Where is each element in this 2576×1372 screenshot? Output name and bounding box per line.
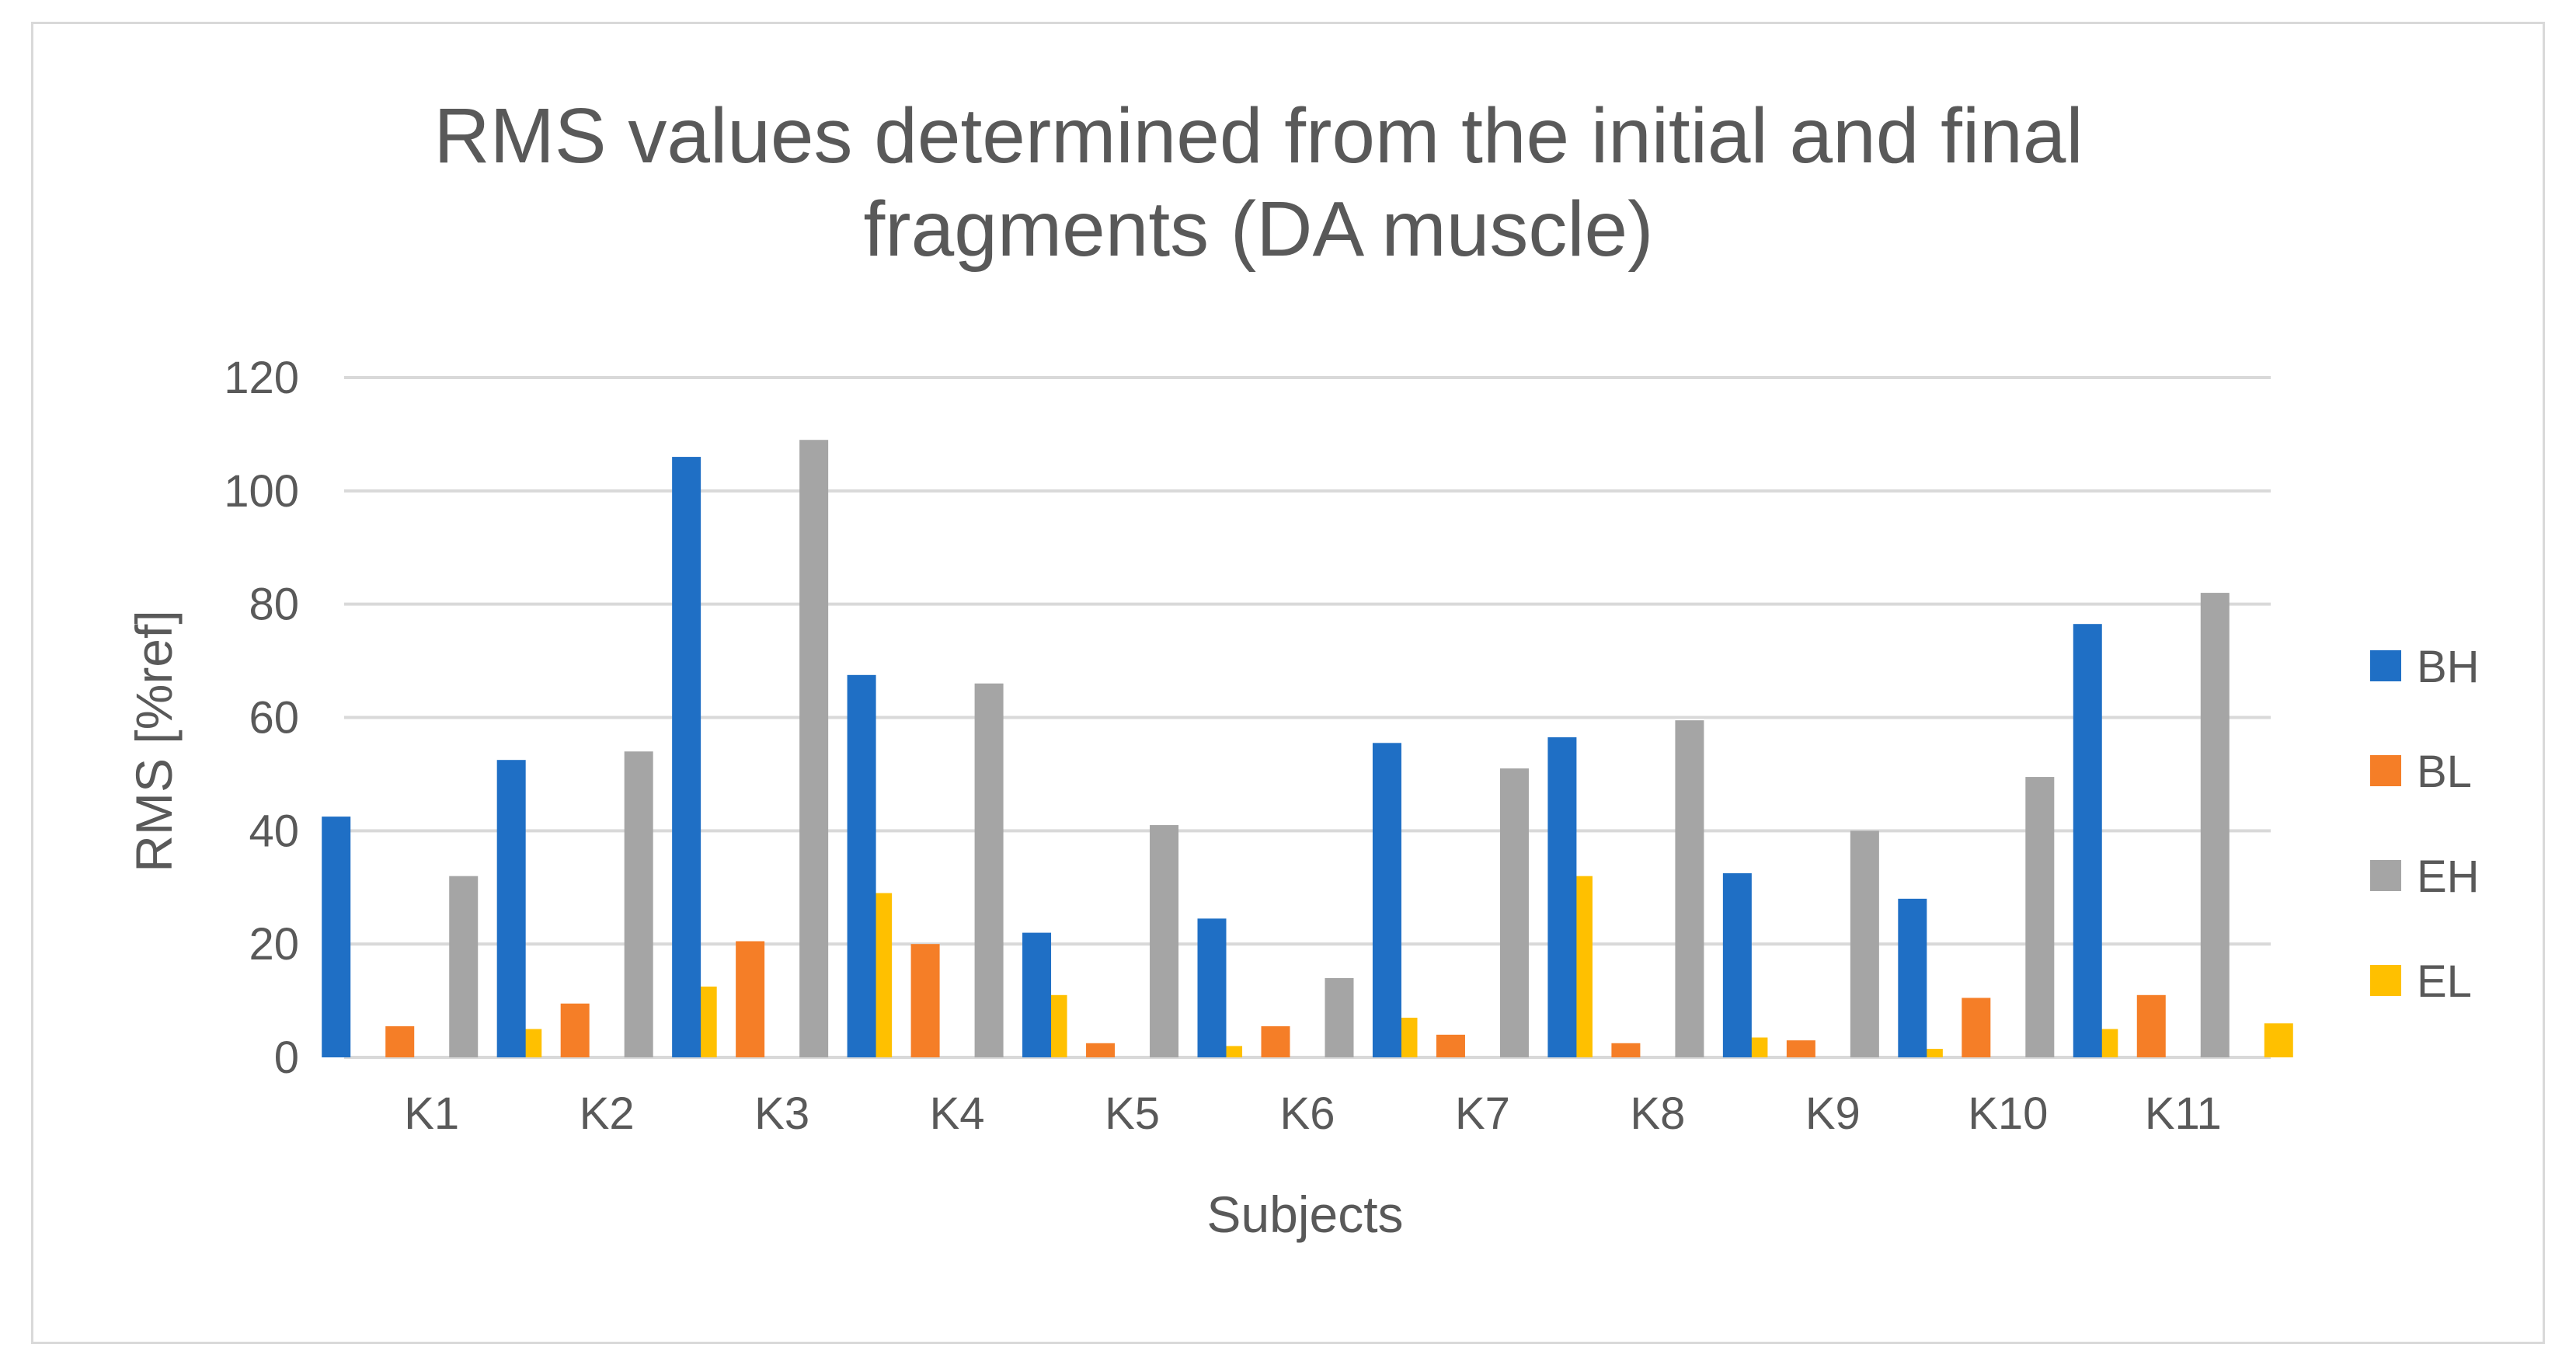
bar-eh-k3: [799, 440, 829, 1057]
bar-bh-k4: [847, 674, 876, 1057]
bar-el-k9: [1913, 1049, 1943, 1057]
legend-label-bl: BL: [2417, 747, 2472, 797]
y-tick-label: 80: [249, 580, 299, 630]
bar-bl-k11: [2136, 994, 2166, 1057]
bar-bl-k9: [1786, 1040, 1815, 1057]
bar-eh-k6: [1325, 977, 1354, 1057]
bar-bl-k1: [385, 1026, 415, 1057]
bar-eh-k1: [449, 876, 479, 1057]
y-tick-label: 100: [224, 466, 299, 517]
bar-eh-k9: [1850, 831, 1879, 1057]
y-axis-title: RMS [%ref]: [125, 610, 183, 872]
legend-swatch-eh: [2370, 860, 2401, 891]
bar-eh-k11: [2200, 593, 2230, 1057]
bar-bl-k5: [1086, 1043, 1116, 1057]
bar-bl-k2: [560, 1003, 590, 1057]
bar-bh-k1: [322, 817, 351, 1057]
bars: [322, 440, 2293, 1057]
y-tick-label: 0: [274, 1032, 299, 1083]
bar-bh-k8: [1547, 737, 1577, 1057]
legend-swatch-bl: [2370, 755, 2401, 786]
bar-el-k11: [2264, 1023, 2293, 1057]
bar-bh-k2: [496, 760, 526, 1057]
bar-eh-k2: [624, 751, 653, 1057]
x-tick-label: K10: [1968, 1088, 2048, 1139]
bar-bh-k5: [1022, 932, 1052, 1057]
bar-bh-k11: [2073, 624, 2102, 1057]
bar-bl-k3: [736, 941, 765, 1057]
x-tick-label: K3: [754, 1088, 809, 1139]
x-tick-label: K4: [930, 1088, 985, 1139]
bar-eh-k8: [1675, 720, 1704, 1057]
bar-eh-k10: [2025, 777, 2055, 1057]
bar-eh-k7: [1499, 768, 1529, 1057]
bar-eh-k4: [974, 683, 1004, 1057]
y-tick-label: 40: [249, 806, 299, 856]
x-tick-label: K6: [1280, 1088, 1335, 1139]
legend-label-el: EL: [2417, 956, 2472, 1007]
legend-swatch-bh: [2370, 650, 2401, 681]
legend: BH BL EH EL: [2370, 642, 2480, 1007]
bar-bh-k7: [1372, 743, 1401, 1057]
y-axis-ticks: 0 20 40 60 80 100 120: [224, 353, 299, 1083]
x-tick-label: K1: [404, 1088, 459, 1139]
x-tick-label: K11: [2145, 1088, 2222, 1139]
x-tick-label: K2: [580, 1088, 635, 1139]
legend-label-bh: BH: [2417, 642, 2480, 692]
chart: RMS values determined from the initial a…: [125, 92, 2480, 1243]
y-tick-label: 60: [249, 693, 299, 743]
chart-title-line-2: fragments (DA muscle): [864, 186, 1654, 273]
bar-bl-k8: [1611, 1043, 1641, 1057]
bar-bh-k3: [672, 457, 701, 1057]
legend-swatch-el: [2370, 965, 2401, 996]
y-tick-label: 120: [224, 353, 299, 403]
chart-frame: RMS values determined from the initial a…: [31, 22, 2545, 1344]
bar-bl-k7: [1436, 1034, 1465, 1057]
x-tick-label: K7: [1455, 1088, 1510, 1139]
bar-bh-k10: [1898, 898, 1927, 1057]
bar-bl-k10: [1962, 998, 1991, 1057]
x-tick-label: K5: [1105, 1088, 1160, 1139]
bar-bh-k6: [1197, 918, 1227, 1057]
bar-bl-k4: [910, 944, 940, 1057]
gridlines: [344, 376, 2271, 1059]
x-tick-label: K8: [1630, 1088, 1685, 1139]
x-axis-ticks: K1 K2 K3 K4 K5 K6 K7 K8 K9 K10 K11: [404, 1088, 2221, 1139]
bar-bl-k6: [1261, 1026, 1290, 1057]
x-axis-title: Subjects: [1206, 1186, 1403, 1243]
y-tick-label: 20: [249, 919, 299, 970]
bar-bh-k9: [1722, 873, 1752, 1057]
bar-eh-k5: [1150, 825, 1179, 1057]
x-tick-label: K9: [1805, 1088, 1861, 1139]
chart-title-line-1: RMS values determined from the initial a…: [433, 92, 2083, 179]
legend-label-eh: EH: [2417, 851, 2480, 902]
